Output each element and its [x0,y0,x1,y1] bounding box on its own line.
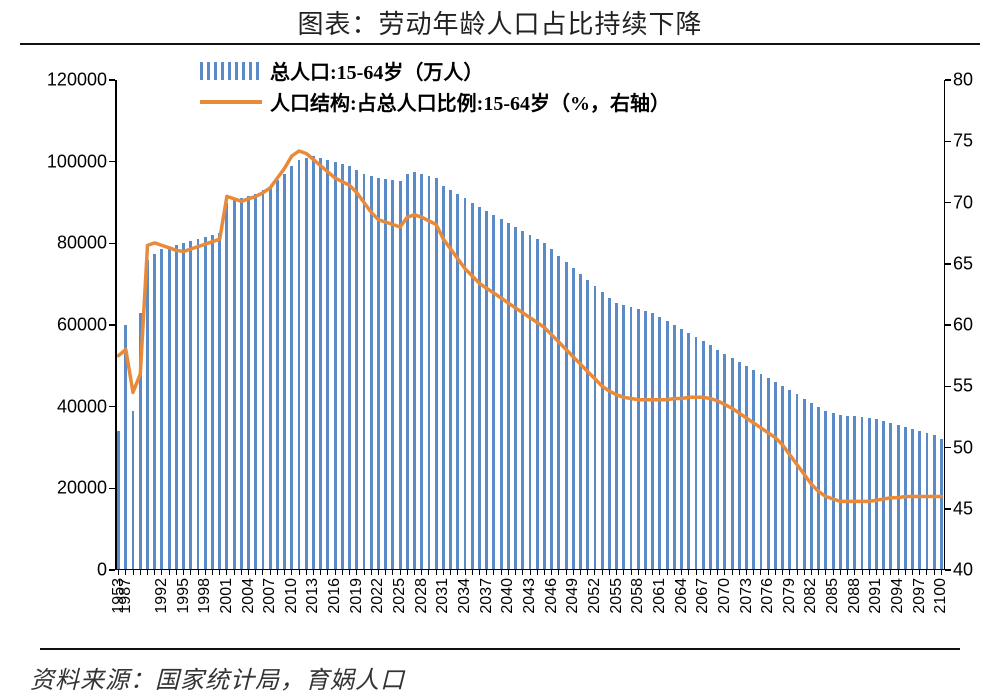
x-tick-label: 2028 [413,578,431,614]
x-tick-label: 2037 [478,578,496,614]
x-tick-label: 2085 [824,578,842,614]
rule-top [20,43,980,45]
x-tick-label: 2064 [673,578,691,614]
x-tick-label: 2049 [564,578,582,614]
y-left-tick-label: 40000 [57,396,107,417]
line-series [115,80,945,570]
x-tick-label: 2094 [889,578,907,614]
x-tick-label: 2052 [586,578,604,614]
y-right-tick-label: 60 [953,315,973,336]
y-left-tick-label: 20000 [57,478,107,499]
y-right-tick-label: 75 [953,131,973,152]
x-tick-label: 2079 [781,578,799,614]
x-tick-label: 2022 [369,578,387,614]
x-tick-label: 2055 [608,578,626,614]
x-tick-label: 2019 [348,578,366,614]
y-right-tick-label: 70 [953,192,973,213]
x-tick-label: 2004 [240,578,258,614]
x-tick-label: 2097 [911,578,929,614]
y-right-tick-label: 55 [953,376,973,397]
x-tick-label: 2025 [391,578,409,614]
x-tick-label: 2007 [261,578,279,614]
y-right-tick-label: 80 [953,70,973,91]
y-axis-left [115,80,117,570]
x-tick-label: 2031 [434,578,452,614]
x-tick-label: 2013 [304,578,322,614]
y-right-tick-label: 50 [953,437,973,458]
x-tick-label: 2100 [932,578,950,614]
y-left-tick-label: 60000 [57,315,107,336]
rule-bottom [40,648,960,650]
x-tick-label: 2016 [326,578,344,614]
x-tick-label: 2061 [651,578,669,614]
chart-title: 图表：劳动年龄人口占比持续下降 [0,0,1000,41]
x-tick-label: 1992 [153,578,171,614]
y-left-tick-label: 0 [97,560,107,581]
x-tick-label: 2088 [846,578,864,614]
x-tick-label: 1995 [175,578,193,614]
x-tick-label: 2058 [629,578,647,614]
x-tick-label: 2091 [867,578,885,614]
x-tick-label: 2001 [218,578,236,614]
y-left-tick-label: 80000 [57,233,107,254]
x-tick-label: 1987 [117,578,135,614]
x-tick-label: 1998 [196,578,214,614]
source-text: 资料来源：国家统计局，育娲人口 [30,660,405,695]
x-tick-label: 2046 [543,578,561,614]
plot-area [115,80,945,570]
x-tick-label: 2070 [716,578,734,614]
y-right-tick-label: 65 [953,253,973,274]
x-tick-label: 2082 [802,578,820,614]
y-right-tick-label: 45 [953,498,973,519]
y-left-tick-label: 100000 [47,151,107,172]
x-tick-label: 2010 [283,578,301,614]
figure-root: { "title": "图表：劳动年龄人口占比持续下降", "source": … [0,0,1000,697]
x-tick-label: 2067 [694,578,712,614]
y-right-tick-label: 40 [953,560,973,581]
legend-bar-icon [200,62,262,80]
x-tick-label: 2073 [738,578,756,614]
x-tick-label: 2043 [521,578,539,614]
x-tick-label: 2034 [456,578,474,614]
x-tick-label: 2076 [759,578,777,614]
y-left-tick-label: 120000 [47,70,107,91]
x-tick-label: 2040 [499,578,517,614]
